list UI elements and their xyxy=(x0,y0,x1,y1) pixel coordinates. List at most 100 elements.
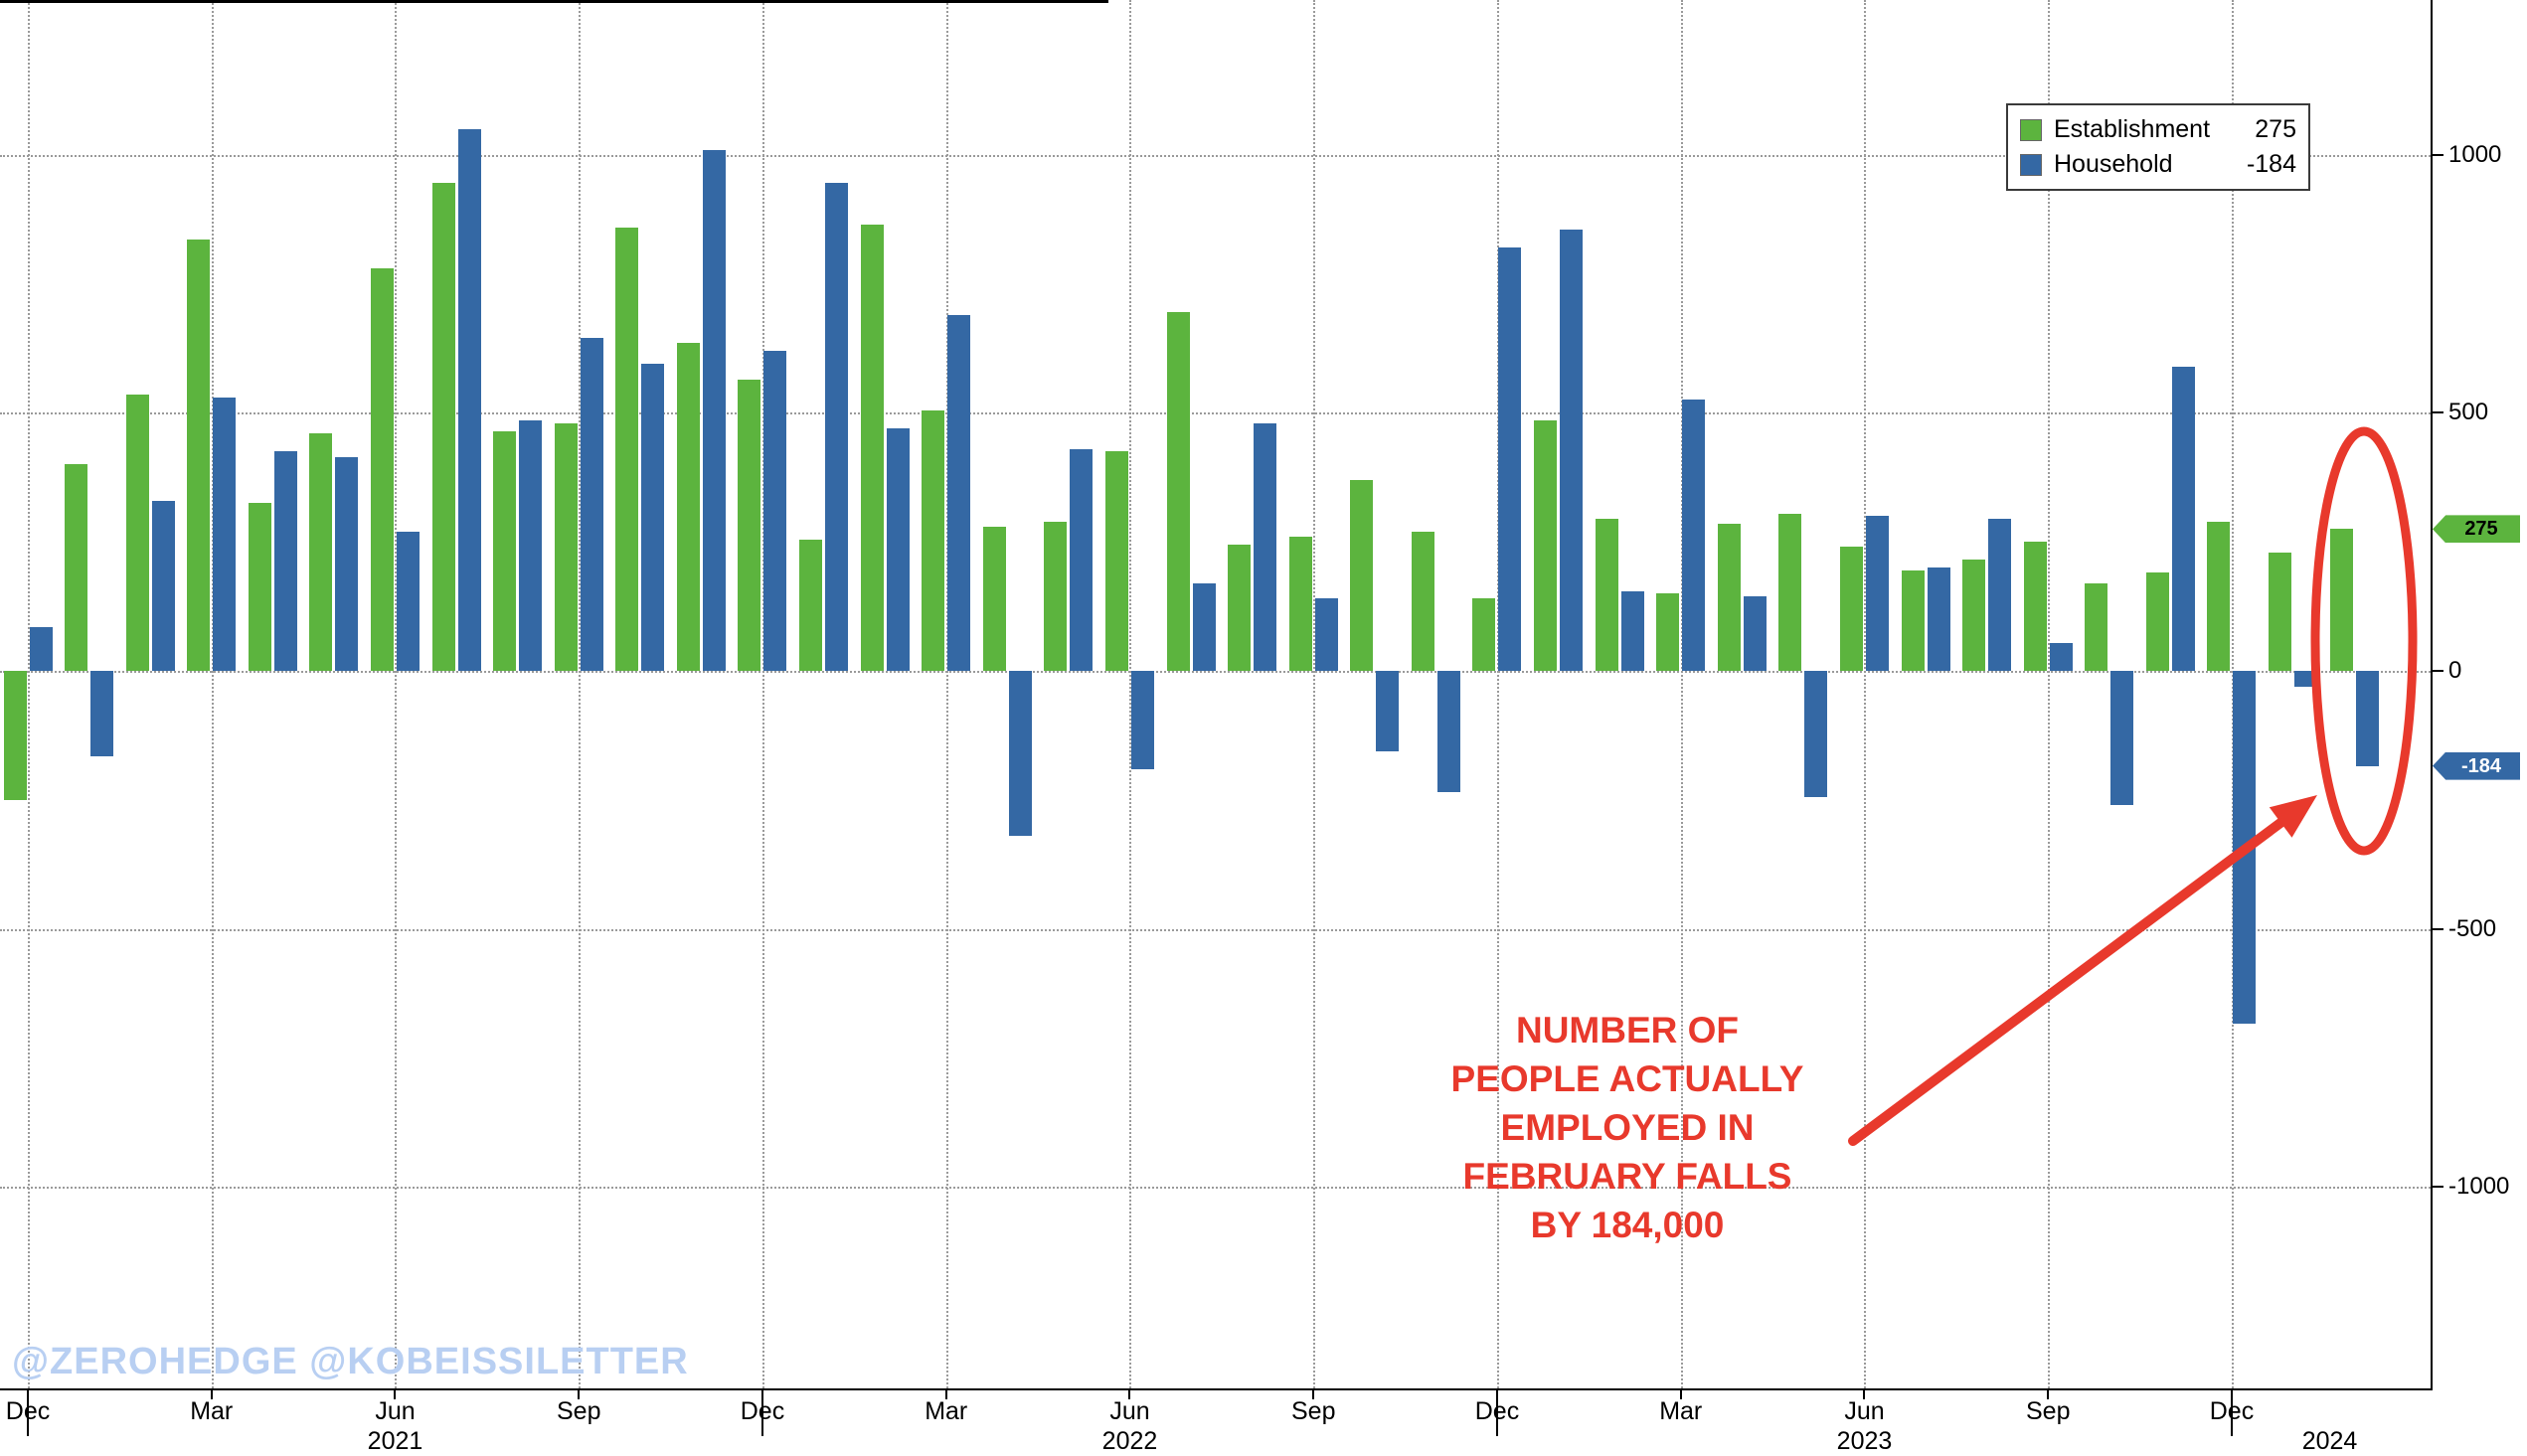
bar-household xyxy=(1008,671,1032,837)
bar-establishment xyxy=(3,671,27,800)
legend-series-value: -184 xyxy=(2246,150,2296,178)
y-axis-tick-label: 500 xyxy=(2448,399,2489,426)
bar-household xyxy=(886,428,910,672)
bar-establishment xyxy=(1534,420,1558,672)
bar-establishment xyxy=(1288,537,1312,672)
gridline-vertical xyxy=(1313,0,1316,1388)
bar-establishment xyxy=(125,395,149,672)
gridline-vertical xyxy=(28,0,30,1388)
x-axis-tick-label: Mar xyxy=(190,1397,234,1425)
bar-household xyxy=(519,420,543,672)
bar-household xyxy=(1682,400,1706,672)
axis-badge-household: -184 xyxy=(2433,751,2520,780)
bar-household xyxy=(1560,230,1584,672)
bar-establishment xyxy=(248,503,271,672)
bar-establishment xyxy=(615,227,639,672)
bar-household xyxy=(90,671,114,756)
bar-household xyxy=(1927,567,1950,672)
y-axis-tick xyxy=(2433,411,2443,414)
x-axis-tick xyxy=(1679,1390,1682,1399)
bar-establishment xyxy=(65,464,88,672)
bar-establishment xyxy=(982,526,1006,672)
x-axis-line xyxy=(0,1388,2433,1390)
bar-establishment xyxy=(1656,593,1680,672)
x-axis-tick-label: Mar xyxy=(925,1397,968,1425)
bar-establishment xyxy=(1350,479,1374,672)
bar-establishment xyxy=(2207,521,2231,672)
axis-badge-establishment: 275 xyxy=(2433,515,2520,544)
bar-establishment xyxy=(1778,513,1802,672)
gridline-vertical xyxy=(1496,0,1499,1388)
annotation-text-line: BY 184,000 xyxy=(1530,1205,1725,1245)
legend-item: Household -184 xyxy=(2020,147,2296,182)
legend-series-name: Household xyxy=(2054,150,2173,178)
bar-establishment xyxy=(2023,542,2047,672)
bar-household xyxy=(1498,247,1522,672)
gridline-vertical xyxy=(211,0,214,1388)
x-axis-year-label: 2024 xyxy=(2301,1427,2358,1455)
bar-establishment xyxy=(738,379,761,672)
bar-household xyxy=(1130,671,1154,769)
x-axis-tick xyxy=(1128,1390,1131,1399)
gridline-horizontal xyxy=(0,671,2431,674)
bar-establishment xyxy=(309,433,333,672)
gridline-horizontal xyxy=(0,154,2431,157)
y-axis-tick-label: -1000 xyxy=(2448,1173,2510,1201)
x-axis-tick-label: Sep xyxy=(556,1397,601,1425)
legend: Establishment 275 Household -184 xyxy=(2006,103,2310,191)
bar-establishment xyxy=(370,268,394,672)
bar-establishment xyxy=(1962,560,1986,672)
bar-establishment xyxy=(676,343,700,672)
bar-establishment xyxy=(2085,582,2108,672)
bar-establishment xyxy=(1228,544,1252,672)
annotation-arrow-line xyxy=(1848,818,2285,1146)
y-axis-tick xyxy=(2433,153,2443,156)
bar-household xyxy=(29,626,53,672)
legend-swatch-establishment xyxy=(2020,118,2042,141)
bar-household xyxy=(2171,366,2195,672)
bar-establishment xyxy=(2329,529,2353,672)
bar-household xyxy=(825,183,849,672)
x-axis-tick-label: Jun xyxy=(1109,1397,1150,1425)
gridline-vertical xyxy=(395,0,398,1388)
x-axis-tick-label: Jun xyxy=(375,1397,416,1425)
x-axis-tick xyxy=(1312,1390,1315,1399)
bar-household xyxy=(1254,422,1277,672)
annotation-text-line: PEOPLE ACTUALLY xyxy=(1450,1058,1804,1099)
annotation-text: NUMBER OF PEOPLE ACTUALLY EMPLOYED IN FEBRU… xyxy=(1349,1006,1906,1249)
bar-establishment xyxy=(1166,312,1190,672)
bar-household xyxy=(1192,582,1216,672)
legend-series-value: 275 xyxy=(2255,115,2296,143)
bar-establishment xyxy=(1839,547,1863,672)
y-axis-tick xyxy=(2433,670,2443,673)
gridline-horizontal xyxy=(0,928,2431,931)
top-frame-line xyxy=(0,0,1108,3)
watermark: @ZEROHEDGE @KOBEISSILETTER xyxy=(12,1341,689,1382)
gridline-horizontal xyxy=(0,1187,2431,1190)
gridline-vertical xyxy=(2231,0,2234,1388)
bar-establishment xyxy=(187,240,211,672)
gridline-vertical xyxy=(579,0,582,1388)
bar-household xyxy=(2110,671,2134,806)
gridline-vertical xyxy=(1680,0,1683,1388)
bar-household xyxy=(1743,595,1767,672)
bar-household xyxy=(396,531,420,672)
legend-item: Establishment 275 xyxy=(2020,112,2296,147)
legend-series-name: Establishment xyxy=(2054,115,2211,143)
annotation-arrow-head xyxy=(2269,795,2317,838)
bar-establishment xyxy=(1104,451,1128,672)
bar-household xyxy=(2049,642,2073,672)
bar-establishment xyxy=(922,409,945,672)
bar-establishment xyxy=(2145,572,2169,672)
gridline-vertical xyxy=(761,0,764,1388)
bar-household xyxy=(580,338,603,672)
bar-household xyxy=(2355,671,2379,766)
x-axis-tick-label: Sep xyxy=(2025,1397,2071,1425)
bar-establishment xyxy=(1717,524,1741,672)
bar-household xyxy=(335,456,359,672)
bar-household xyxy=(1620,590,1644,672)
bar-household xyxy=(641,364,665,672)
x-axis-tick-label: Jun xyxy=(1844,1397,1885,1425)
